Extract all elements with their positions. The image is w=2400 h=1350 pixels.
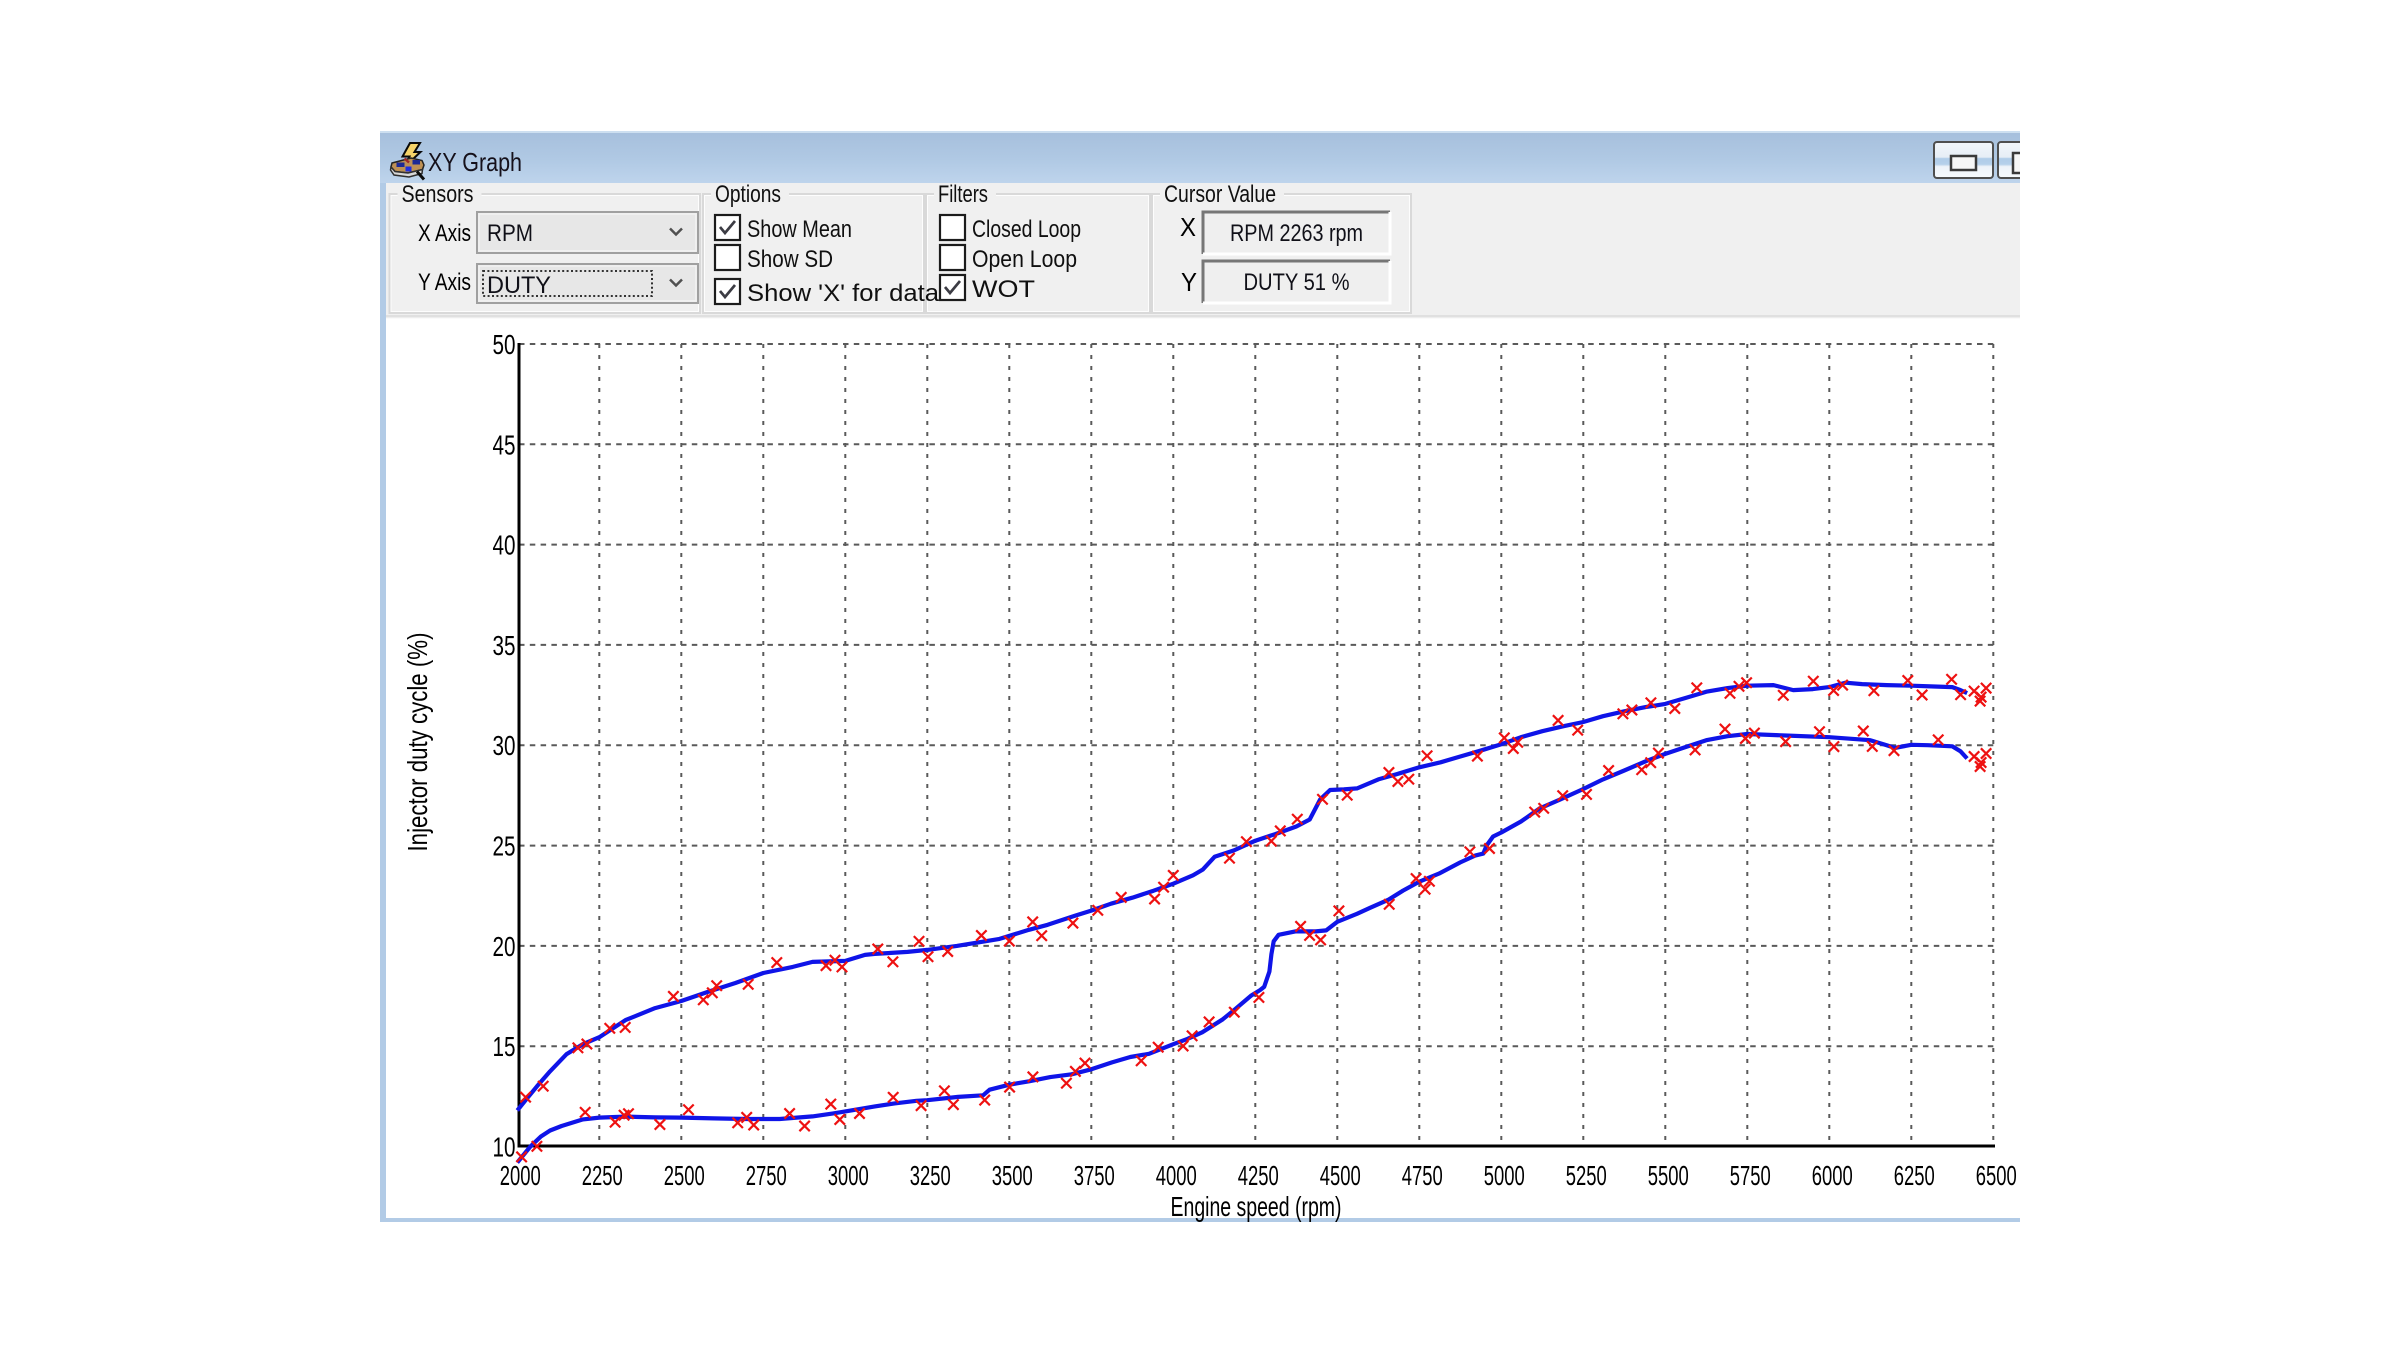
svg-text:4250: 4250 <box>1238 1160 1279 1191</box>
svg-text:WOT: WOT <box>972 276 1035 303</box>
svg-text:DUTY: DUTY <box>487 272 551 299</box>
svg-text:Y: Y <box>1181 267 1197 297</box>
svg-text:Sensors: Sensors <box>402 181 474 208</box>
svg-text:30: 30 <box>493 730 516 761</box>
svg-text:5000: 5000 <box>1484 1160 1525 1191</box>
svg-text:15: 15 <box>493 1031 516 1062</box>
svg-text:50: 50 <box>493 329 516 360</box>
svg-text:3500: 3500 <box>992 1160 1033 1191</box>
svg-text:35: 35 <box>493 630 516 661</box>
svg-text:40: 40 <box>493 530 516 561</box>
svg-text:2500: 2500 <box>664 1160 705 1191</box>
svg-text:XY Graph: XY Graph <box>428 147 522 177</box>
svg-text:20: 20 <box>493 931 516 962</box>
svg-text:2250: 2250 <box>582 1160 623 1191</box>
svg-text:Show Mean: Show Mean <box>747 216 852 243</box>
svg-text:X: X <box>1180 212 1196 242</box>
svg-text:2750: 2750 <box>746 1160 787 1191</box>
svg-text:6000: 6000 <box>1812 1160 1853 1191</box>
svg-text:Open Loop: Open Loop <box>972 246 1077 273</box>
svg-text:5250: 5250 <box>1566 1160 1607 1191</box>
svg-text:Cursor Value: Cursor Value <box>1164 181 1276 208</box>
svg-text:Show SD: Show SD <box>747 246 833 273</box>
svg-text:RPM 2263 rpm: RPM 2263 rpm <box>1230 220 1363 247</box>
svg-text:10: 10 <box>493 1132 516 1163</box>
svg-text:5500: 5500 <box>1648 1160 1689 1191</box>
svg-text:Y Axis: Y Axis <box>418 269 471 296</box>
svg-text:3750: 3750 <box>1074 1160 1115 1191</box>
svg-text:Options: Options <box>715 181 781 208</box>
svg-text:5750: 5750 <box>1730 1160 1771 1191</box>
svg-text:3250: 3250 <box>910 1160 951 1191</box>
svg-text:Engine speed (rpm): Engine speed (rpm) <box>1171 1191 1342 1222</box>
svg-text:6250: 6250 <box>1894 1160 1935 1191</box>
svg-text:4000: 4000 <box>1156 1160 1197 1191</box>
svg-text:Show 'X' for data: Show 'X' for data <box>747 280 940 307</box>
svg-text:4750: 4750 <box>1402 1160 1443 1191</box>
svg-text:45: 45 <box>493 429 516 460</box>
svg-text:6500: 6500 <box>1976 1160 2017 1191</box>
svg-text:2000: 2000 <box>500 1160 541 1191</box>
svg-text:4500: 4500 <box>1320 1160 1361 1191</box>
svg-text:RPM: RPM <box>487 220 533 247</box>
svg-text:Injector duty cycle (%): Injector duty cycle (%) <box>402 633 433 852</box>
svg-text:3000: 3000 <box>828 1160 869 1191</box>
svg-text:X Axis: X Axis <box>418 220 471 247</box>
svg-text:Filters: Filters <box>938 181 988 208</box>
svg-text:DUTY 51 %: DUTY 51 % <box>1244 269 1350 296</box>
svg-text:Closed Loop: Closed Loop <box>972 216 1081 243</box>
svg-text:25: 25 <box>493 831 516 862</box>
